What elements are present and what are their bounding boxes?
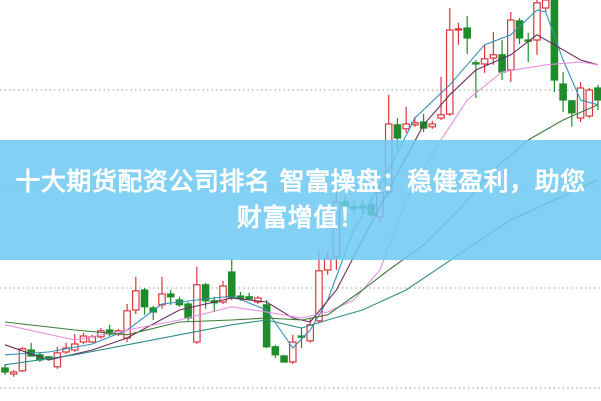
candle-up [541, 0, 550, 9]
candle-up [454, 28, 463, 31]
candle-down [105, 329, 114, 335]
candle-down [297, 335, 306, 338]
candle-up [576, 87, 585, 119]
candle-down [140, 289, 149, 308]
candle-up [219, 285, 227, 303]
candle-up [53, 352, 62, 368]
candle-down [463, 27, 471, 39]
candle-up [480, 58, 489, 65]
candle-up [132, 290, 140, 311]
candle-up [428, 123, 437, 128]
candle-up [402, 123, 410, 130]
candle-up [506, 19, 515, 71]
candle-down [393, 124, 402, 139]
candle-down [166, 293, 175, 298]
candle-up [18, 348, 27, 372]
candle-down [227, 271, 236, 299]
candle-up [445, 29, 454, 115]
candle-down [280, 355, 288, 363]
moving-average-line-1 [4, 9, 599, 356]
candle-up [62, 347, 70, 353]
candle-down [472, 62, 480, 65]
candle-up [9, 371, 18, 375]
candle-down [594, 87, 601, 101]
banner-title-line2: 财富增值！ [236, 203, 365, 232]
candle-up [489, 54, 498, 59]
candle-down [262, 304, 271, 348]
candle-up [97, 330, 105, 338]
candle-up [288, 341, 297, 363]
title-banner: 十大期货配资公司排名 智富操盘：稳健盈利，助您 财富增值！ [0, 140, 601, 260]
candle-down [184, 303, 192, 319]
candle-up [193, 284, 201, 343]
candle-up [437, 114, 445, 119]
candle-down [1, 367, 9, 373]
moving-average-line-3 [4, 61, 599, 341]
candle-down [271, 346, 280, 356]
banner-title-line1: 十大期货配资公司排名 智富操盘：稳健盈利，助您 [15, 167, 586, 196]
candle-down [550, 0, 559, 81]
candle-up [158, 293, 166, 306]
candle-up [533, 2, 541, 41]
candle-down [201, 284, 210, 302]
candle-down [568, 100, 576, 114]
candle-down [559, 83, 567, 101]
candle-down [245, 296, 253, 300]
candle-up [315, 270, 323, 322]
candle-up [254, 297, 262, 303]
moving-average-line-2 [4, 34, 599, 361]
